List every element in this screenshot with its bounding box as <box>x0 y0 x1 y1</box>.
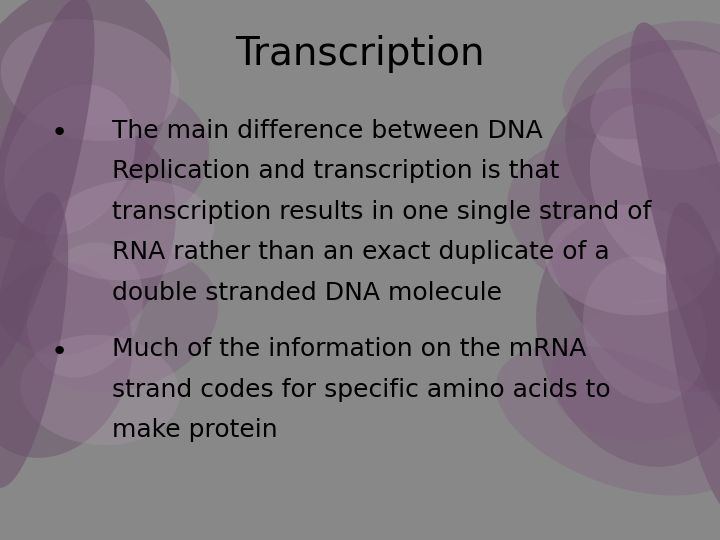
Ellipse shape <box>0 192 68 488</box>
Text: Transcription: Transcription <box>235 35 485 73</box>
Ellipse shape <box>0 79 210 241</box>
Text: transcription results in one single strand of: transcription results in one single stra… <box>112 200 651 224</box>
Ellipse shape <box>0 0 94 383</box>
Ellipse shape <box>565 40 720 240</box>
Text: The main difference between DNA: The main difference between DNA <box>112 119 542 143</box>
Ellipse shape <box>0 262 132 458</box>
Ellipse shape <box>583 256 707 403</box>
Ellipse shape <box>507 137 720 303</box>
Text: make protein: make protein <box>112 418 277 442</box>
Ellipse shape <box>562 21 720 139</box>
Text: double stranded DNA molecule: double stranded DNA molecule <box>112 281 502 305</box>
Ellipse shape <box>4 84 135 235</box>
Ellipse shape <box>666 202 720 518</box>
Ellipse shape <box>45 180 215 280</box>
Text: RNA rather than an exact duplicate of a: RNA rather than an exact duplicate of a <box>112 240 609 264</box>
Text: Much of the information on the mRNA: Much of the information on the mRNA <box>112 338 586 361</box>
Ellipse shape <box>496 345 720 496</box>
Ellipse shape <box>1 19 179 141</box>
Ellipse shape <box>0 0 171 241</box>
Text: •: • <box>50 338 68 366</box>
Ellipse shape <box>590 50 720 170</box>
Ellipse shape <box>545 205 715 315</box>
Ellipse shape <box>630 23 720 457</box>
Text: Replication and transcription is that: Replication and transcription is that <box>112 159 559 183</box>
Text: •: • <box>50 119 68 147</box>
Ellipse shape <box>539 87 720 392</box>
Ellipse shape <box>551 299 720 441</box>
Ellipse shape <box>22 248 218 393</box>
Ellipse shape <box>536 213 720 467</box>
Ellipse shape <box>590 104 720 276</box>
Ellipse shape <box>20 335 180 446</box>
Ellipse shape <box>0 125 176 355</box>
Text: strand codes for specific amino acids to: strand codes for specific amino acids to <box>112 378 611 402</box>
Ellipse shape <box>27 242 143 377</box>
